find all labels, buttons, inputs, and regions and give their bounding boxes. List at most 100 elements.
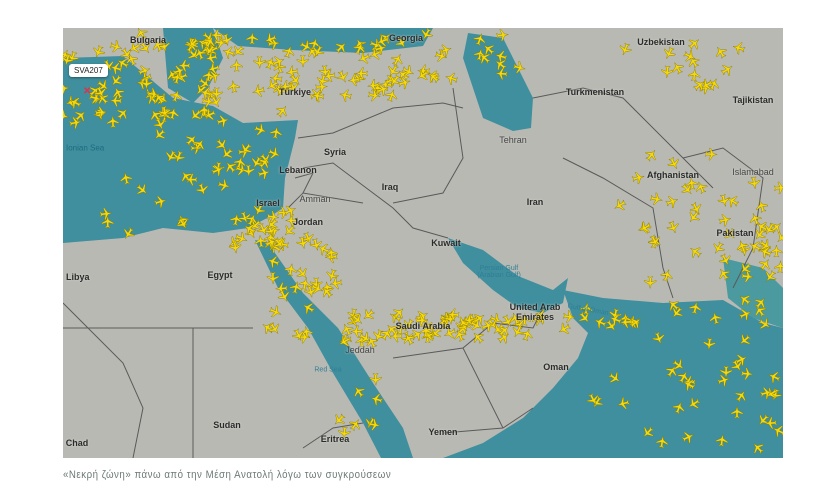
aircraft-icon[interactable] <box>364 334 380 350</box>
aircraft-icon[interactable] <box>94 106 108 119</box>
aircraft-icon[interactable] <box>627 314 644 331</box>
aircraft-icon[interactable] <box>106 115 120 129</box>
aircraft-icon[interactable] <box>688 301 702 315</box>
aircraft-icon[interactable] <box>266 271 280 285</box>
aircraft-icon[interactable] <box>178 59 191 72</box>
aircraft-icon[interactable] <box>385 63 402 80</box>
aircraft-icon[interactable] <box>296 54 310 68</box>
aircraft-icon[interactable] <box>687 243 704 260</box>
aircraft-icon[interactable] <box>325 246 339 260</box>
aircraft-icon[interactable] <box>72 107 89 124</box>
aircraft-icon[interactable] <box>508 311 524 327</box>
aircraft-icon[interactable] <box>202 107 218 123</box>
aircraft-icon[interactable] <box>619 315 633 329</box>
aircraft-icon[interactable] <box>394 322 407 335</box>
aircraft-icon[interactable] <box>88 91 103 106</box>
aircraft-icon[interactable] <box>747 211 763 227</box>
aircraft-icon[interactable] <box>276 288 292 304</box>
aircraft-icon[interactable] <box>228 240 243 255</box>
aircraft-icon[interactable] <box>665 297 682 314</box>
aircraft-icon[interactable] <box>733 352 749 368</box>
aircraft-icon[interactable] <box>291 327 307 343</box>
aircraft-icon[interactable] <box>715 266 732 283</box>
aircraft-icon[interactable] <box>285 214 298 227</box>
aircraft-icon[interactable] <box>685 177 699 191</box>
aircraft-icon[interactable] <box>735 239 750 254</box>
aircraft-icon[interactable] <box>751 302 768 319</box>
aircraft-icon[interactable] <box>754 198 769 213</box>
aircraft-icon[interactable] <box>669 60 685 76</box>
aircraft-icon[interactable] <box>617 42 633 58</box>
aircraft-icon[interactable] <box>126 40 142 56</box>
aircraft-icon[interactable] <box>703 337 716 351</box>
aircraft-icon[interactable] <box>323 69 337 83</box>
aircraft-icon[interactable] <box>736 332 753 349</box>
aircraft-icon[interactable] <box>217 178 232 193</box>
aircraft-icon[interactable] <box>759 386 774 401</box>
aircraft-icon[interactable] <box>647 233 663 249</box>
aircraft-icon[interactable] <box>762 268 779 285</box>
aircraft-icon[interactable] <box>710 240 726 256</box>
aircraft-icon[interactable] <box>455 314 472 331</box>
aircraft-icon[interactable] <box>201 95 215 109</box>
aircraft-icon[interactable] <box>671 400 686 415</box>
aircraft-icon[interactable] <box>607 370 624 387</box>
aircraft-icon[interactable] <box>686 396 703 413</box>
aircraft-icon[interactable] <box>93 107 108 122</box>
aircraft-icon[interactable] <box>109 39 124 54</box>
aircraft-icon[interactable] <box>336 333 352 349</box>
aircraft-icon[interactable] <box>325 268 340 283</box>
aircraft-icon[interactable] <box>665 194 680 209</box>
aircraft-icon[interactable] <box>216 114 231 129</box>
aircraft-icon[interactable] <box>166 106 180 121</box>
aircraft-icon[interactable] <box>108 72 125 89</box>
aircraft-icon[interactable] <box>202 69 215 83</box>
aircraft-icon[interactable] <box>730 406 744 419</box>
aircraft-icon[interactable] <box>480 41 497 58</box>
aircraft-icon[interactable] <box>495 28 509 42</box>
aircraft-icon[interactable] <box>309 237 324 252</box>
aircraft-icon[interactable] <box>338 88 353 102</box>
aircraft-icon[interactable] <box>338 426 351 439</box>
aircraft-icon[interactable] <box>263 32 279 48</box>
aircraft-icon[interactable] <box>749 439 766 456</box>
aircraft-icon[interactable] <box>369 392 384 407</box>
aircraft-icon[interactable] <box>349 311 366 328</box>
aircraft-icon[interactable] <box>773 260 783 274</box>
aircraft-icon[interactable] <box>140 77 153 90</box>
aircraft-icon[interactable] <box>158 105 172 119</box>
selected-flight-icon[interactable]: ✕ <box>83 86 92 97</box>
aircraft-icon[interactable] <box>266 146 282 162</box>
aircraft-icon[interactable] <box>666 155 682 171</box>
aircraft-icon[interactable] <box>452 327 468 343</box>
aircraft-icon[interactable] <box>757 316 774 333</box>
flight-tracker-map[interactable]: Bulgaria Georgia Türkiye Syria Lebanon I… <box>63 28 783 458</box>
aircraft-icon[interactable] <box>309 277 323 290</box>
aircraft-icon[interactable] <box>191 136 208 153</box>
aircraft-icon[interactable] <box>271 235 288 252</box>
aircraft-icon[interactable] <box>264 77 281 94</box>
aircraft-icon[interactable] <box>415 314 428 327</box>
aircraft-icon[interactable] <box>120 225 137 242</box>
aircraft-icon[interactable] <box>738 306 754 322</box>
aircraft-icon[interactable] <box>253 56 266 69</box>
aircraft-icon[interactable] <box>774 229 783 246</box>
aircraft-icon[interactable] <box>350 325 363 338</box>
aircraft-icon[interactable] <box>146 87 160 101</box>
aircraft-icon[interactable] <box>771 423 783 439</box>
aircraft-icon[interactable] <box>717 193 732 208</box>
aircraft-icon[interactable] <box>108 61 123 76</box>
aircraft-icon[interactable] <box>63 53 75 68</box>
aircraft-icon[interactable] <box>183 131 200 148</box>
aircraft-icon[interactable] <box>708 311 722 325</box>
aircraft-icon[interactable] <box>712 44 729 61</box>
aircraft-icon[interactable] <box>227 80 241 94</box>
aircraft-icon[interactable] <box>204 51 218 65</box>
aircraft-icon[interactable] <box>693 179 709 195</box>
aircraft-icon[interactable] <box>345 313 362 330</box>
aircraft-icon[interactable] <box>686 35 703 52</box>
aircraft-icon[interactable] <box>347 73 361 87</box>
aircraft-icon[interactable] <box>110 85 126 101</box>
aircraft-icon[interactable] <box>242 164 255 177</box>
aircraft-icon[interactable] <box>268 304 284 320</box>
